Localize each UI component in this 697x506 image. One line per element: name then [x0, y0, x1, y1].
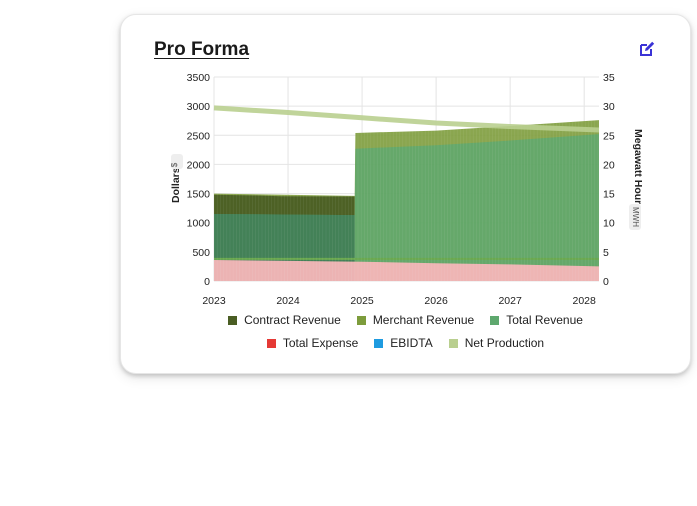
- x-tick-label: 2024: [276, 295, 300, 307]
- x-tick-label: 2023: [202, 295, 226, 307]
- legend-item[interactable]: Net Production: [448, 336, 545, 350]
- y2-tick-label: 35: [603, 72, 615, 84]
- legend-label: Contract Revenue: [244, 313, 341, 327]
- legend-row-1: Contract Revenue Merchant Revenue Total Re…: [121, 313, 690, 327]
- legend-label: Total Expense: [282, 336, 359, 350]
- edit-button[interactable]: [637, 39, 657, 59]
- edit-icon: [640, 41, 655, 56]
- legend-swatch: [374, 338, 384, 348]
- y2-unit-label: MWH: [631, 207, 640, 227]
- pro-forma-chart: 0500100015002000250030003500051015202530…: [170, 72, 644, 307]
- legend-label: EBIDTA: [390, 336, 433, 350]
- y-tick-label: 1000: [187, 218, 211, 230]
- pro-forma-card: Pro Forma 0 500 1000 1500 2000 2500 3000 3500 0 5…: [120, 14, 691, 374]
- legend-item[interactable]: Merchant Revenue: [356, 313, 475, 327]
- legend-item[interactable]: Total Expense: [266, 336, 359, 350]
- legend-swatch: [228, 315, 238, 325]
- legend-label: Net Production: [464, 336, 545, 350]
- legend-swatch: [266, 338, 276, 348]
- x-tick-label: 2028: [573, 295, 597, 307]
- y2-tick-label: 30: [603, 101, 615, 113]
- y-tick-label: 3000: [187, 101, 211, 113]
- y-tick-label: 2500: [187, 130, 211, 142]
- legend-swatch: [356, 315, 366, 325]
- legend-item[interactable]: Total Revenue: [490, 313, 583, 327]
- y-tick-label: 3500: [187, 72, 211, 84]
- card-title: Pro Forma: [154, 39, 250, 60]
- y2-tick-label: 0: [603, 276, 609, 288]
- y-tick-label: 1500: [187, 189, 211, 201]
- x-tick-label: 2025: [350, 295, 374, 307]
- y-tick-label: 2000: [187, 159, 211, 171]
- y2-tick-label: 5: [603, 247, 609, 259]
- y-unit-label: $: [170, 162, 179, 167]
- y-tick-label: 0: [204, 276, 210, 288]
- y-axis-title: Dollars: [170, 167, 182, 203]
- y2-unit-badge: [629, 204, 641, 230]
- y2-axis-title: Megawatt Hour: [632, 129, 644, 204]
- net-production-line: [213, 105, 600, 133]
- legend-item[interactable]: Contract Revenue: [228, 313, 341, 327]
- legend-item[interactable]: EBIDTA: [374, 336, 433, 350]
- y2-tick-label: 10: [603, 218, 615, 230]
- legend-label: Total Revenue: [506, 313, 583, 327]
- y2-tick-label: 25: [603, 130, 615, 142]
- total-expense-area: [214, 260, 599, 281]
- y-tick-label: 500: [192, 247, 210, 259]
- y2-tick-label: 15: [603, 189, 615, 201]
- x-tick-label: 2026: [424, 295, 448, 307]
- legend-swatch: [490, 315, 500, 325]
- y2-tick-label: 20: [603, 159, 615, 171]
- y-unit-badge: [171, 154, 183, 169]
- legend-swatch: [448, 338, 458, 348]
- legend-row-2: Total Expense EBIDTA Net Production: [121, 336, 690, 350]
- x-tick-label: 2027: [498, 295, 522, 307]
- legend-label: Merchant Revenue: [372, 313, 475, 327]
